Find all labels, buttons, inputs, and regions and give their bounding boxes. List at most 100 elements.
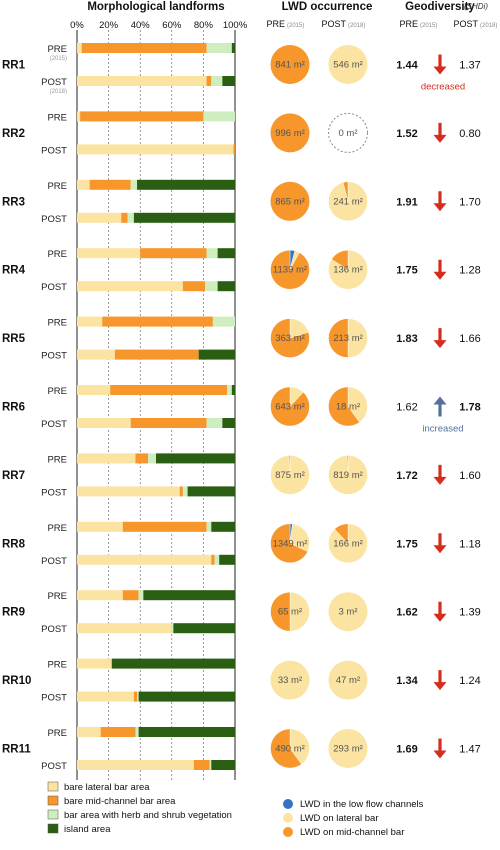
lwd-slice-midchannel — [288, 455, 291, 475]
bar-segment-lateral — [77, 43, 82, 53]
shdi-post-value: 1.70 — [459, 196, 480, 208]
reach-rr8: RR8 PRE POST 1349 m² 166 m² 1.75 1.18 — [2, 521, 481, 567]
shdi-post-value: 1.24 — [459, 675, 480, 687]
bar-segment-vegetation — [211, 76, 223, 86]
bar-segment-island — [217, 281, 235, 292]
bar-segment-lateral — [77, 76, 207, 86]
row-label-post: POST — [41, 351, 67, 362]
bar-segment-lateral — [77, 385, 111, 395]
lwd-header: LWD occurrence — [282, 1, 373, 13]
reach-label: RR4 — [2, 265, 26, 277]
bar-segment-midchannel — [182, 281, 205, 292]
bar-segment-vegetation — [204, 281, 218, 292]
legend-label-lwd-mid: LWD on mid-channel bar — [300, 827, 404, 838]
lwd-slice-midchannel — [328, 386, 360, 427]
bar-segment-lateral — [77, 179, 90, 190]
bar-segment-island — [143, 590, 235, 601]
row-label-post: POST — [41, 624, 67, 635]
arrow-down-icon — [433, 54, 447, 75]
lwd-post-year: (2018) — [348, 23, 365, 29]
lwd-slice-midchannel — [328, 318, 349, 358]
bar-segment-island — [173, 623, 235, 634]
shdi-pre-value: 1.72 — [396, 470, 417, 482]
reach-rr10: RR10 PRE POST 33 m² 47 m² 1.34 1.24 — [2, 658, 481, 704]
bar-segment-midchannel — [102, 316, 213, 327]
legend-label-lwd-lateral: LWD on lateral bar — [300, 813, 379, 824]
bar-segment-vegetation — [206, 248, 218, 259]
bar-segment-lateral — [77, 453, 136, 464]
shdi-post-value: 1.60 — [459, 470, 480, 482]
bar-segment-vegetation — [135, 727, 139, 737]
reach-rr1: RR1 PRE POST (2015) (2018) 841 m² 546 m² 1.44 1.… — [2, 43, 481, 95]
legend-swatch-vegetation — [47, 809, 59, 820]
shdi-post-value: 1.66 — [459, 333, 480, 345]
bar-segment-vegetation — [206, 521, 212, 532]
row-label-pre: PRE — [47, 112, 67, 123]
bar-segment-lateral — [77, 760, 194, 770]
lwd-slice-midchannel — [331, 249, 349, 271]
lwd-area-label-post: 47 m² — [336, 675, 360, 686]
lwd-area-label-pre: 996 m² — [275, 128, 305, 139]
row-year-pre: (2015) — [50, 56, 67, 62]
bar-segment-island — [137, 179, 235, 190]
row-label-post: POST — [41, 77, 67, 88]
row-label-pre: PRE — [47, 181, 67, 192]
lwd-area-label-post: 213 m² — [333, 333, 363, 344]
lwd-slice-midchannel — [270, 318, 310, 358]
reach-label: RR1 — [2, 60, 26, 72]
lwd-area-label-post: 241 m² — [333, 196, 363, 207]
bar-segment-midchannel — [179, 486, 183, 497]
lwd-slice-lateral — [347, 318, 368, 358]
bar-segment-vegetation — [203, 111, 235, 122]
bar-segment-vegetation — [209, 760, 212, 770]
bar-segment-island — [231, 385, 235, 395]
bar-segment-midchannel — [211, 554, 215, 565]
lwd-slice-lateral — [347, 386, 368, 423]
lwd-slice-midchannel — [342, 181, 349, 202]
lwd-area-label-post: 18 m² — [336, 402, 360, 413]
lwd-slice-midchannel — [334, 523, 349, 544]
legend-swatch-lateral — [47, 781, 59, 792]
arrow-down-icon — [433, 191, 447, 212]
x-tick-label: 0% — [70, 20, 84, 31]
legend-dot-lwd-lowflow — [283, 799, 293, 809]
reach-rr9: RR9 PRE POST 65 m² 3 m² 1.62 1.39 — [2, 590, 481, 635]
shdi-post-value: 1.37 — [459, 60, 480, 72]
bar-segment-lateral — [77, 691, 134, 702]
bar-segment-vegetation — [227, 385, 232, 395]
bar-segment-vegetation — [127, 212, 134, 223]
reach-rr11: RR11 PRE POST 490 m² 293 m² 1.69 1.47 — [2, 727, 481, 772]
shdi-pre-value: 1.62 — [396, 607, 417, 619]
lwd-area-label-pre: 33 m² — [278, 675, 302, 686]
reach-label: RR8 — [2, 538, 26, 550]
bar-segment-lateral — [77, 521, 123, 532]
lwd-slice-lateral — [328, 249, 368, 290]
bar-segment-vegetation — [148, 453, 156, 464]
bar-segment-vegetation — [130, 179, 138, 190]
legend-label-lateral: bare lateral bar area — [64, 782, 150, 793]
bar-segment-lateral — [77, 554, 212, 565]
lwd-area-label-pre: 363 m² — [275, 333, 305, 344]
shdi-pre-value: 1.52 — [396, 128, 417, 140]
arrow-down-icon — [433, 533, 447, 554]
bar-segment-midchannel — [80, 111, 204, 122]
lwd-area-label-pre: 865 m² — [275, 196, 305, 207]
shdi-post-value: 1.47 — [459, 744, 480, 756]
lwd-slice-midchannel — [270, 45, 310, 84]
lwd-area-label-pre: 643 m² — [275, 402, 305, 413]
reach-rr5: RR5 PRE POST 363 m² 213 m² 1.83 1.66 — [2, 316, 481, 362]
lwd-area-label-post: 0 m² — [339, 128, 358, 139]
shdi-pre-value: 1.75 — [396, 538, 417, 550]
lwd-slice-lateral — [289, 591, 310, 632]
bar-segment-lateral — [77, 111, 81, 122]
row-label-pre: PRE — [47, 318, 67, 329]
lwd-empty-circle — [328, 112, 368, 153]
bar-segment-island — [222, 76, 235, 86]
lwd-slice-midchannel — [270, 386, 310, 427]
lwd-slice-lateral — [328, 729, 368, 768]
lwd-area-label-post: 293 m² — [333, 744, 363, 755]
lwd-slice-midchannel — [270, 523, 308, 563]
bar-segment-lateral — [77, 623, 172, 634]
lwd-area-label-pre: 490 m² — [275, 744, 305, 755]
